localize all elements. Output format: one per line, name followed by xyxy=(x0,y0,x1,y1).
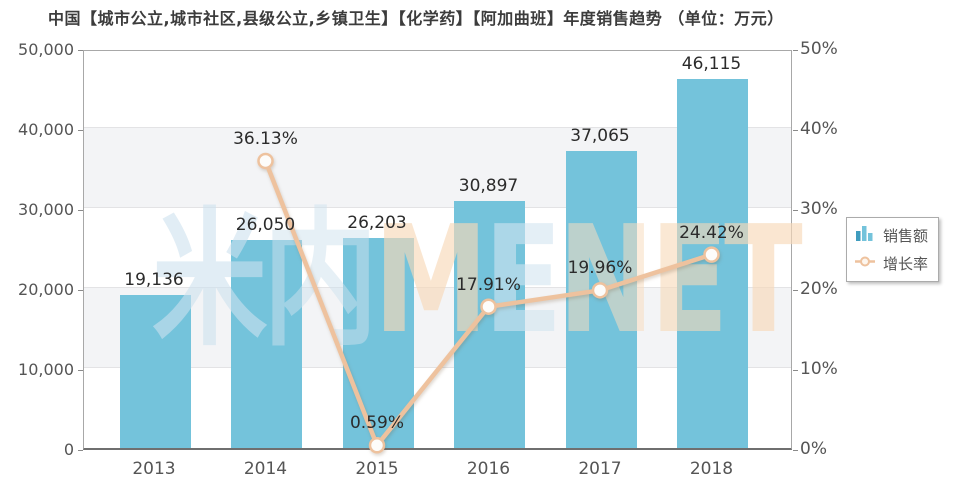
gridline xyxy=(84,207,791,208)
axis-tick xyxy=(793,450,798,451)
x-axis-label-2014: 2014 xyxy=(243,459,288,479)
axis-tick xyxy=(78,370,83,371)
chart-title: 中国【城市公立,城市社区,县级公立,乡镇卫生】【化学药】【阿加曲班】年度销售趋势… xyxy=(48,9,784,28)
y-axis-left-label: 50,000 xyxy=(18,40,74,59)
line-marker-icon xyxy=(855,253,875,274)
line-point-2017[interactable] xyxy=(591,282,609,299)
legend-box: 销售额 增长率 xyxy=(846,217,940,282)
x-axis-label-2015: 2015 xyxy=(355,459,399,479)
y-axis-left-label: 0 xyxy=(63,440,74,459)
bar-2016[interactable] xyxy=(454,200,525,448)
axis-tick xyxy=(793,370,798,371)
axis-tick xyxy=(793,130,798,131)
axis-tick xyxy=(78,290,83,291)
gridline xyxy=(84,127,791,128)
plot-area xyxy=(83,50,792,450)
bar-2017[interactable] xyxy=(565,151,637,448)
bar-value-label: 30,897 xyxy=(458,175,519,196)
axis-tick xyxy=(793,290,798,291)
growth-rate-line xyxy=(257,152,720,454)
x-axis-label-2017: 2017 xyxy=(578,459,622,479)
x-axis-label-2013: 2013 xyxy=(132,459,176,479)
bar-value-label: 26,203 xyxy=(347,213,407,234)
y-axis-left-label: 40,000 xyxy=(18,120,74,139)
y-axis-right-label: 0% xyxy=(800,439,827,459)
y-axis-left-label: 10,000 xyxy=(18,360,74,379)
legend-item-growth[interactable]: 增长率 xyxy=(855,253,928,274)
bar-value-label: 46,115 xyxy=(681,54,742,75)
bar-value-label: 26,050 xyxy=(235,214,296,235)
line-value-label: 19.96% xyxy=(567,258,633,279)
axis-tick xyxy=(78,210,83,211)
legend-label-sales: 销售额 xyxy=(883,227,929,245)
x-axis-label-2018: 2018 xyxy=(689,459,734,479)
plot-band xyxy=(84,288,791,368)
axis-tick xyxy=(793,50,798,51)
gridline xyxy=(84,287,791,288)
y-axis-right-label: 40% xyxy=(800,119,838,139)
bar-value-label: 37,065 xyxy=(570,126,630,147)
bar-chart-icon xyxy=(855,225,875,246)
y-axis-right-label: 10% xyxy=(800,359,838,379)
line-point-2018[interactable] xyxy=(703,246,720,263)
axis-tick xyxy=(78,50,83,51)
axis-tick xyxy=(793,210,798,211)
line-point-2015[interactable] xyxy=(368,437,386,454)
legend-label-growth: 增长率 xyxy=(883,255,929,273)
line-value-label: 24.42% xyxy=(679,222,744,243)
axis-tick xyxy=(78,450,83,451)
legend-item-sales[interactable]: 销售额 xyxy=(855,225,928,246)
axis-tick xyxy=(78,130,83,131)
y-axis-left-label: 20,000 xyxy=(18,280,74,299)
y-axis-right-label: 30% xyxy=(800,199,838,219)
line-point-2016[interactable] xyxy=(480,298,497,315)
line-point-2014[interactable] xyxy=(257,152,274,170)
plot-band xyxy=(84,128,791,208)
x-axis-label-2016: 2016 xyxy=(466,459,511,479)
bar-2014[interactable] xyxy=(231,239,302,448)
bar-2013[interactable] xyxy=(119,294,191,448)
y-axis-left-label: 30,000 xyxy=(18,200,74,219)
line-value-label: 36.13% xyxy=(233,128,298,149)
line-value-label: 17.91% xyxy=(456,274,521,295)
bar-value-label: 19,136 xyxy=(124,269,184,290)
y-axis-right-label: 50% xyxy=(800,39,838,59)
line-value-label: 0.59% xyxy=(349,413,404,434)
y-axis-right-label: 20% xyxy=(800,279,838,299)
